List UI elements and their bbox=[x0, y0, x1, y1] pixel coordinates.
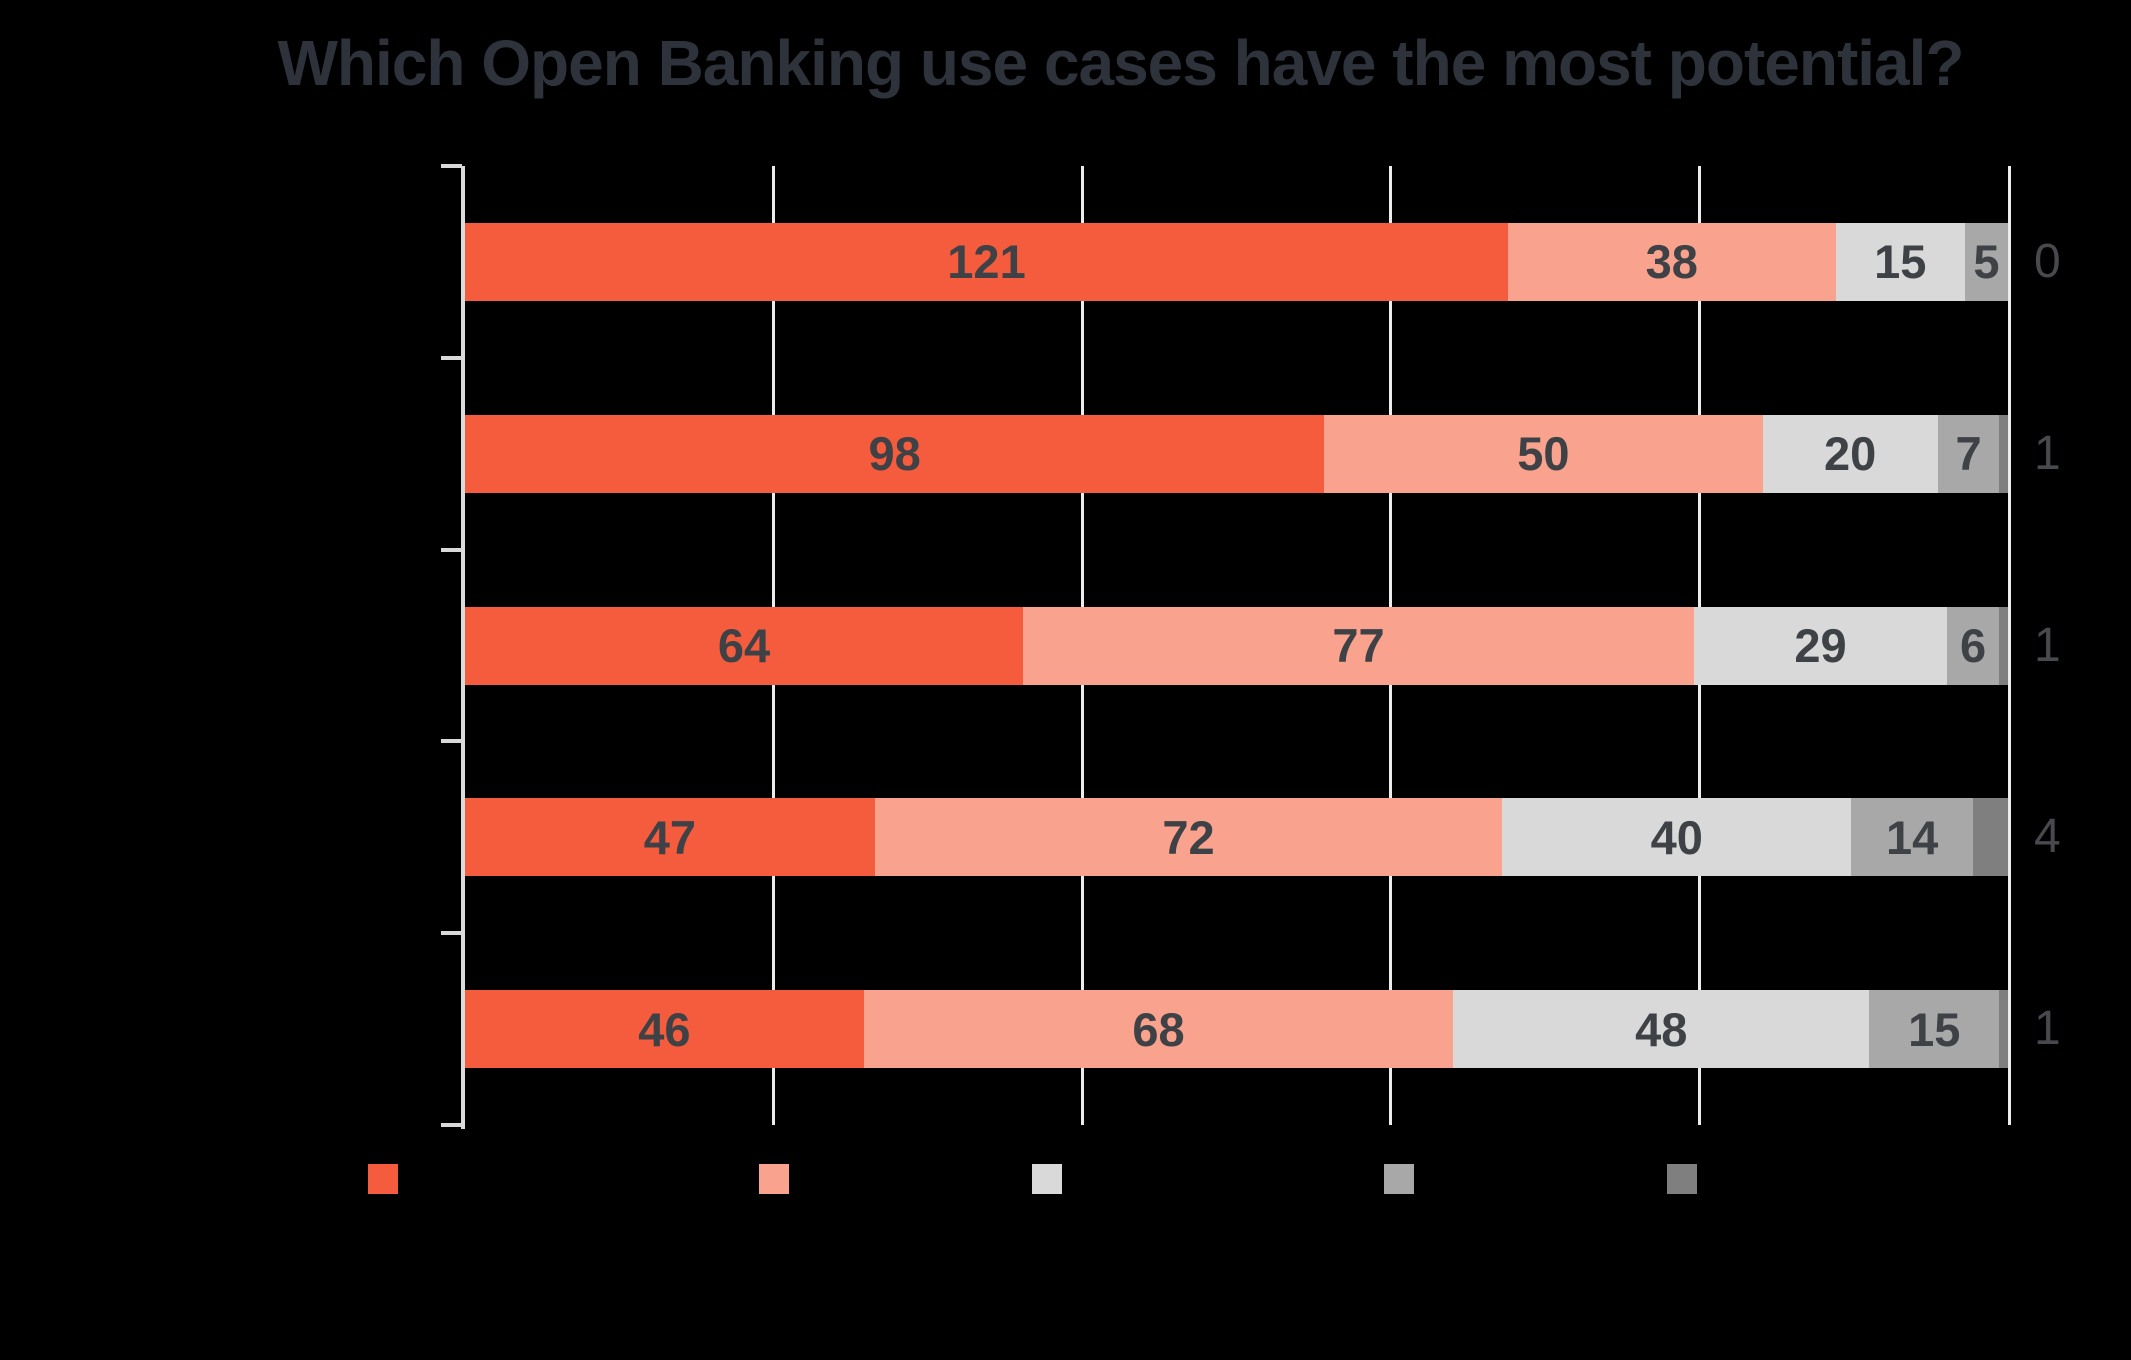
bar-row: 121 38 15 5 0 bbox=[465, 222, 2061, 301]
bar-row: 47 72 40 14 4 bbox=[465, 798, 2061, 877]
bar-segment-segment-4: 5 bbox=[1964, 222, 2008, 301]
segment-value-label: 64 bbox=[717, 619, 771, 672]
bar-row: 98 50 20 7 1 bbox=[465, 414, 2061, 493]
bar-segment-segment-5 bbox=[1999, 990, 2008, 1069]
bar-segment-segment-2: 77 bbox=[1022, 606, 1695, 685]
segment-value-label: 40 bbox=[1650, 810, 1703, 864]
bar-segment-segment-5 bbox=[1999, 414, 2008, 493]
bar-segment-segment-1: 98 bbox=[465, 414, 1325, 493]
legend-swatch-2 bbox=[759, 1164, 789, 1194]
bar-segment-segment-4: 15 bbox=[1869, 990, 2000, 1069]
bar-segment-segment-3: 20 bbox=[1762, 414, 1938, 493]
segment-value-label: 14 bbox=[1885, 810, 1939, 864]
segment-value-label: 15 bbox=[1908, 1002, 1961, 1056]
outside-value-label: 0 bbox=[2034, 234, 2061, 288]
bar-segment-segment-3: 40 bbox=[1502, 798, 1852, 877]
legend-swatch-3 bbox=[1032, 1164, 1062, 1194]
bar-segment-segment-4: 7 bbox=[1937, 414, 2000, 493]
segment-value-label: 121 bbox=[947, 235, 1026, 289]
y-axis-line bbox=[461, 166, 465, 1129]
outside-value-label: 1 bbox=[2034, 426, 2061, 480]
segment-value-label: 47 bbox=[643, 810, 696, 864]
bar-segment-segment-3: 29 bbox=[1694, 606, 1947, 685]
bar-segment-segment-2: 50 bbox=[1324, 414, 1763, 493]
bar-segment-segment-2: 68 bbox=[863, 990, 1454, 1069]
bar-row: 46 68 48 15 1 bbox=[465, 990, 2061, 1069]
y-axis-tick bbox=[441, 1123, 462, 1127]
bar-segment-segment-5 bbox=[1973, 798, 2008, 877]
segment-value-label: 48 bbox=[1635, 1002, 1688, 1056]
bar-segment-segment-4: 6 bbox=[1946, 606, 2000, 685]
bar-row: 64 77 29 6 1 bbox=[465, 606, 2061, 685]
legend-swatch-4 bbox=[1384, 1164, 1414, 1194]
bar-segment-segment-3: 15 bbox=[1835, 222, 1965, 301]
segment-value-label: 50 bbox=[1517, 427, 1570, 481]
y-axis-tick bbox=[441, 164, 462, 168]
y-axis-tick bbox=[441, 547, 462, 552]
segment-value-label: 98 bbox=[868, 427, 921, 481]
outside-value-label: 1 bbox=[2034, 1002, 2061, 1056]
y-axis-tick bbox=[441, 931, 462, 936]
legend-swatch-5 bbox=[1667, 1164, 1697, 1194]
segment-value-label: 29 bbox=[1794, 619, 1847, 672]
segment-value-label: 68 bbox=[1132, 1002, 1185, 1056]
bar-segment-segment-5 bbox=[1999, 606, 2008, 685]
y-axis-tick bbox=[441, 355, 462, 360]
segment-value-label: 72 bbox=[1162, 810, 1215, 864]
segment-value-label: 38 bbox=[1645, 235, 1698, 289]
bar-segment-segment-1: 64 bbox=[465, 606, 1023, 685]
bar-segment-segment-1: 121 bbox=[465, 222, 1509, 301]
bar-segment-segment-3: 48 bbox=[1453, 990, 1870, 1069]
bar-segment-segment-1: 47 bbox=[465, 798, 875, 877]
bar-segment-segment-2: 72 bbox=[874, 798, 1503, 877]
bar-segment-segment-4: 14 bbox=[1851, 798, 1974, 877]
outside-value-label: 4 bbox=[2034, 810, 2061, 864]
segment-value-label: 46 bbox=[638, 1002, 691, 1056]
segment-value-label: 20 bbox=[1824, 427, 1877, 481]
legend-swatch-1 bbox=[368, 1164, 398, 1194]
chart-title: Which Open Banking use cases have the mo… bbox=[277, 27, 1964, 99]
plot-area: 121 38 15 5 0 98 50 20 7 1 64 77 29 6 1 47 72 40 14 4 46 68 48… bbox=[441, 164, 2061, 1129]
segment-value-label: 15 bbox=[1874, 235, 1927, 289]
gridline bbox=[2008, 166, 2011, 1125]
segment-value-label: 5 bbox=[1973, 235, 2000, 289]
outside-value-label: 1 bbox=[2034, 618, 2061, 672]
bar-segment-segment-2: 38 bbox=[1508, 222, 1836, 301]
segment-value-label: 7 bbox=[1955, 427, 1982, 481]
segment-value-label: 77 bbox=[1332, 619, 1385, 672]
y-axis-tick bbox=[441, 739, 462, 744]
segment-value-label: 6 bbox=[1960, 619, 1987, 672]
bar-segment-segment-1: 46 bbox=[465, 990, 864, 1069]
